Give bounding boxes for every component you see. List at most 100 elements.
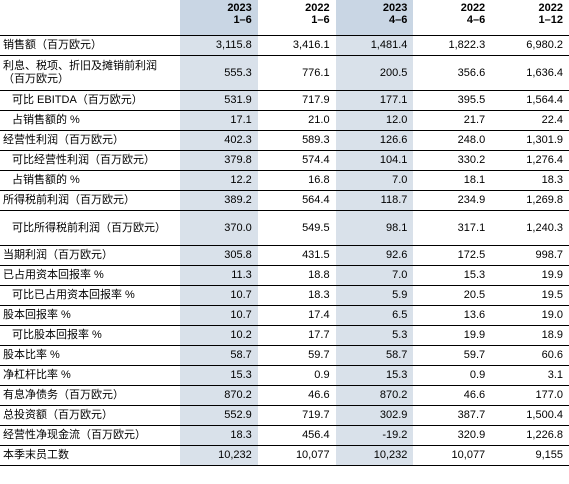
- value-cell: 356.6: [413, 55, 492, 91]
- row-label: 可比已占用资本回报率 %: [0, 285, 180, 306]
- value-cell: 172.5: [413, 245, 492, 266]
- value-cell: 177.1: [335, 90, 414, 111]
- value-cell: 13.6: [413, 305, 492, 326]
- value-cell: 58.7: [180, 345, 258, 366]
- row-label: 经营性利润（百万欧元）: [0, 130, 180, 151]
- value-cell: 12.2: [180, 170, 258, 191]
- table-row: 可比所得税前利润（百万欧元） 370.0 549.5 98.1 317.1 1,240.3: [0, 210, 569, 246]
- value-cell: 1,226.8: [491, 425, 569, 446]
- value-cell: 22.4: [491, 110, 569, 131]
- table-row: 股本回报率 % 10.7 17.4 6.5 13.6 19.0: [0, 305, 569, 326]
- value-cell: 1,500.4: [491, 405, 569, 426]
- value-cell: 19.9: [491, 265, 569, 286]
- value-cell: 549.5: [257, 210, 336, 246]
- row-label: 占销售额的 %: [0, 170, 180, 191]
- value-cell: 776.1: [257, 55, 336, 91]
- value-cell: 10.7: [180, 305, 258, 326]
- value-cell: 118.7: [335, 190, 414, 211]
- column-header: 2023 4–6: [335, 0, 414, 36]
- value-cell: 7.0: [335, 170, 414, 191]
- value-cell: 59.7: [257, 345, 336, 366]
- value-cell: 1,636.4: [491, 55, 569, 91]
- table-row: 净杠杆比率 % 15.3 0.9 15.3 0.9 3.1: [0, 365, 569, 386]
- row-label: 所得税前利润（百万欧元）: [0, 190, 180, 211]
- table-row: 可比经营性利润（百万欧元） 379.8 574.4 104.1 330.2 1,276.4: [0, 150, 569, 171]
- value-cell: 9,155: [491, 445, 569, 466]
- value-cell: 531.9: [180, 90, 258, 111]
- value-cell: 20.5: [413, 285, 492, 306]
- value-cell: 7.0: [335, 265, 414, 286]
- value-cell: 17.4: [257, 305, 336, 326]
- row-label: 占销售额的 %: [0, 110, 180, 131]
- value-cell: 18.1: [413, 170, 492, 191]
- column-header: 2023 1–6: [180, 0, 258, 36]
- value-cell: 6.5: [335, 305, 414, 326]
- value-cell: 3,115.8: [180, 35, 258, 56]
- value-cell: 389.2: [180, 190, 258, 211]
- value-cell: 870.2: [335, 385, 414, 406]
- value-cell: 200.5: [335, 55, 414, 91]
- row-label: 股本回报率 %: [0, 305, 180, 326]
- value-cell: 234.9: [413, 190, 492, 211]
- table-row: 总投资额（百万欧元） 552.9 719.7 302.9 387.7 1,500.4: [0, 405, 569, 426]
- table-row: 经营性净现金流（百万欧元） 18.3 456.4 -19.2 320.9 1,226.8: [0, 425, 569, 446]
- value-cell: 1,240.3: [491, 210, 569, 246]
- header-corner: [0, 0, 180, 36]
- value-cell: 717.9: [257, 90, 336, 111]
- table-row: 本季末员工数 10,232 10,077 10,232 10,077 9,155: [0, 445, 569, 466]
- row-label: 可比经营性利润（百万欧元）: [0, 150, 180, 171]
- column-header: 2022 1–6: [305, 2, 330, 26]
- value-cell: 18.9: [491, 325, 569, 346]
- value-cell: 387.7: [413, 405, 492, 426]
- table-row: 股本比率 % 58.7 59.7 58.7 59.7 60.6: [0, 345, 569, 366]
- value-cell: 104.1: [335, 150, 414, 171]
- value-cell: 126.6: [335, 130, 414, 151]
- value-cell: 15.3: [180, 365, 258, 386]
- value-cell: 10.7: [180, 285, 258, 306]
- value-cell: 370.0: [180, 210, 258, 246]
- value-cell: 456.4: [257, 425, 336, 446]
- value-cell: 18.3: [180, 425, 258, 446]
- value-cell: 19.9: [413, 325, 492, 346]
- value-cell: 431.5: [257, 245, 336, 266]
- value-cell: 1,564.4: [491, 90, 569, 111]
- value-cell: 12.0: [335, 110, 414, 131]
- value-cell: 10,077: [413, 445, 492, 466]
- value-cell: 3,416.1: [257, 35, 336, 56]
- table-row: 可比已占用资本回报率 % 10.7 18.3 5.9 20.5 19.5: [0, 285, 569, 306]
- value-cell: -19.2: [335, 425, 414, 446]
- value-cell: 11.3: [180, 265, 258, 286]
- value-cell: 379.8: [180, 150, 258, 171]
- header-row: 2023 1–6 2022 1–6 2023 4–6 2022 4–6 2022 1–12: [0, 0, 569, 36]
- value-cell: 302.9: [335, 405, 414, 426]
- value-cell: 21.7: [413, 110, 492, 131]
- value-cell: 98.1: [335, 210, 414, 246]
- row-label: 股本比率 %: [0, 345, 180, 366]
- value-cell: 46.6: [257, 385, 336, 406]
- value-cell: 18.3: [491, 170, 569, 191]
- value-cell: 18.3: [257, 285, 336, 306]
- value-cell: 17.1: [180, 110, 258, 131]
- row-label: 经营性净现金流（百万欧元）: [0, 425, 180, 446]
- value-cell: 1,822.3: [413, 35, 492, 56]
- value-cell: 10.2: [180, 325, 258, 346]
- row-label: 总投资额（百万欧元）: [0, 405, 180, 426]
- value-cell: 59.7: [413, 345, 492, 366]
- value-cell: 870.2: [180, 385, 258, 406]
- row-label: 销售额（百万欧元）: [0, 35, 180, 56]
- value-cell: 6,980.2: [491, 35, 569, 56]
- table-row: 经营性利润（百万欧元） 402.3 589.3 126.6 248.0 1,301.9: [0, 130, 569, 151]
- value-cell: 16.8: [257, 170, 336, 191]
- value-cell: 564.4: [257, 190, 336, 211]
- value-cell: 15.3: [335, 365, 414, 386]
- value-cell: 248.0: [413, 130, 492, 151]
- value-cell: 555.3: [180, 55, 258, 91]
- value-cell: 330.2: [413, 150, 492, 171]
- table-row: 有息净债务（百万欧元） 870.2 46.6 870.2 46.6 177.0: [0, 385, 569, 406]
- value-cell: 552.9: [180, 405, 258, 426]
- row-label: 有息净债务（百万欧元）: [0, 385, 180, 406]
- financial-kpi-table: 2023 1–6 2022 1–6 2023 4–6 2022 4–6 2022 1–12…: [0, 0, 569, 466]
- value-cell: 317.1: [413, 210, 492, 246]
- table-row: 可比 EBITDA（百万欧元） 531.9 717.9 177.1 395.5 1,564…: [0, 90, 569, 111]
- value-cell: 3.1: [491, 365, 569, 386]
